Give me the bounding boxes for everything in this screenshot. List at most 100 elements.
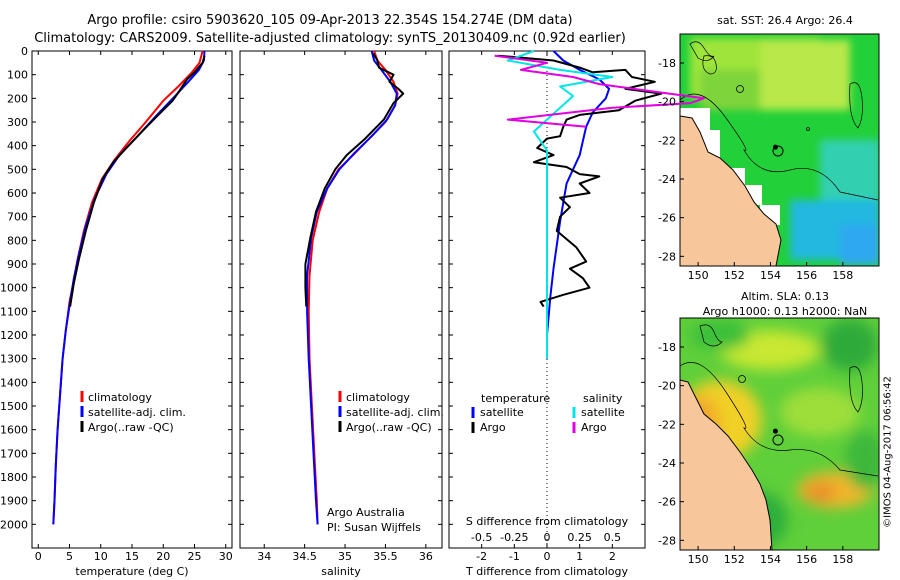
temperature-satellite-line (546, 50, 611, 359)
depth-tick-label: 1700 (0, 447, 28, 460)
difference-xtick-label: -1 (509, 550, 520, 563)
sst-map-xtick-label: 158 (832, 269, 853, 282)
sla-map-argo-marker (772, 428, 778, 434)
temperature-xtick-label: 0 (35, 550, 42, 563)
depth-tick-label: 1900 (0, 495, 28, 508)
depth-tick-label: 200 (7, 92, 28, 105)
depth-tick-label: 1100 (0, 305, 28, 318)
salinity-argo-line (494, 54, 705, 128)
depth-tick-label: 500 (7, 163, 28, 176)
sla-map-title-line2: Argo h1000: 0.13 h2000: NaN (702, 305, 868, 318)
sst-map-ytick-label: -20 (658, 96, 676, 109)
salinity-legend-label: satellite-adj. clim. (346, 406, 444, 419)
salinity-xtick-label: 36 (419, 550, 433, 563)
figure-title-line2: Climatology: CARS2009. Satellite-adjuste… (34, 31, 626, 46)
salinity-diff-tick-label: 0.5 (604, 531, 622, 544)
salinity-xtick-label: 34.5 (292, 550, 317, 563)
temperature-satellite-adj-clim-line (52, 50, 206, 525)
sst-map-ytick-label: -22 (658, 134, 676, 147)
sst-map-ytick-label: -24 (658, 173, 676, 186)
depth-tick-label: 1800 (0, 471, 28, 484)
depth-tick-label: 400 (7, 140, 28, 153)
difference-xtick-label: -2 (476, 550, 487, 563)
sla-map-field (680, 318, 879, 550)
depth-tick-label: 300 (7, 116, 28, 129)
temperature-legend-header: temperature (481, 392, 550, 405)
sla-map-xtick-label: 156 (796, 553, 817, 566)
temperature-xtick-label: 25 (188, 550, 202, 563)
sst-map-xtick-label: 156 (796, 269, 817, 282)
temperature-legend-label: satellite-adj. clim. (88, 406, 186, 419)
sla-map-xtick-label: 152 (724, 553, 745, 566)
depth-tick-label: 1200 (0, 329, 28, 342)
salinity-legend-label: Argo(..raw -QC) (346, 421, 432, 434)
temperature-frame (31, 50, 233, 549)
sla-map-ytick-label: -26 (658, 496, 676, 509)
temperature-xtick-label: 10 (94, 550, 108, 563)
difference-xlabel: T difference from climatology (465, 565, 628, 578)
depth-tick-label: 1500 (0, 400, 28, 413)
depth-tick-label: 900 (7, 258, 28, 271)
figure-title-line1: Argo profile: csiro 5903620_105 09-Apr-2… (87, 13, 573, 28)
salinity-legend-label: climatology (346, 391, 410, 404)
depth-tick-label: 1400 (0, 376, 28, 389)
sst-map-xtick-label: 152 (724, 269, 745, 282)
salinity-xtick-label: 35.5 (373, 550, 398, 563)
salinity-xtick-label: 34 (257, 550, 271, 563)
temperature-argo-line (497, 54, 663, 308)
salinity-diff-tick-label: 0 (544, 531, 551, 544)
temperature-xlabel: temperature (deg C) (75, 565, 188, 578)
sla-map-xtick-label: 154 (760, 553, 781, 566)
annotation-line1: Argo Australia (327, 506, 405, 519)
sla-map-ytick-label: -22 (658, 418, 676, 431)
temperature-xtick-label: 20 (156, 550, 170, 563)
difference-xtick-label: 1 (576, 550, 583, 563)
sla-map-ytick-label: -24 (658, 457, 676, 470)
sst-map-title: sat. SST: 26.4 Argo: 26.4 (717, 14, 853, 27)
temperature-xtick-label: 30 (219, 550, 233, 563)
temperature-legend-label: satellite (480, 406, 524, 419)
depth-tick-label: 1000 (0, 282, 28, 295)
sst-map-xtick-label: 154 (760, 269, 781, 282)
sla-map-ytick-label: -18 (658, 341, 676, 354)
depth-tick-label: 1600 (0, 424, 28, 437)
depth-tick-label: 100 (7, 69, 28, 82)
salinity-diff-xlabel: S difference from climatology (466, 515, 629, 528)
salinity-frame (239, 50, 443, 549)
sst-map-ytick-label: -18 (658, 57, 676, 70)
sla-map-ytick-label: -20 (658, 380, 676, 393)
depth-tick-label: 0 (21, 45, 28, 58)
temperature-xtick-label: 15 (125, 550, 139, 563)
sla-map-ytick-label: -28 (658, 534, 676, 547)
salinity-legend-label: Argo (581, 421, 607, 434)
sst-map-field (680, 34, 879, 266)
salinity-argo-raw-qc-line (304, 52, 405, 307)
depth-tick-label: 2000 (0, 518, 28, 531)
temperature-legend-label: climatology (88, 391, 152, 404)
temperature-climatology-line (52, 50, 204, 525)
annotation-line2: PI: Susan Wijffels (327, 521, 421, 534)
temperature-xtick-label: 5 (66, 550, 73, 563)
salinity-satellite-line (506, 50, 614, 359)
temperature-argo-raw-qc-line (69, 55, 206, 307)
depth-tick-label: 800 (7, 234, 28, 247)
salinity-diff-tick-label: 0.25 (567, 531, 592, 544)
salinity-diff-tick-label: -0.25 (500, 531, 528, 544)
depth-tick-label: 1300 (0, 353, 28, 366)
sla-map-xtick-label: 158 (832, 553, 853, 566)
temperature-legend-label: Argo (480, 421, 506, 434)
difference-xtick-label: 2 (609, 550, 616, 563)
sla-map-xtick-label: 150 (688, 553, 709, 566)
sst-map-xtick-label: 150 (688, 269, 709, 282)
depth-tick-label: 600 (7, 187, 28, 200)
salinity-xtick-label: 35 (338, 550, 352, 563)
sst-map-argo-marker (772, 144, 778, 150)
sst-map-ytick-label: -28 (658, 250, 676, 263)
salinity-legend-header: salinity (583, 392, 623, 405)
temperature-legend-label: Argo(..raw -QC) (88, 421, 174, 434)
salinity-diff-tick-label: -0.5 (471, 531, 492, 544)
salinity-xlabel: salinity (321, 565, 361, 578)
sst-map-ytick-label: -26 (658, 212, 676, 225)
depth-tick-label: 700 (7, 211, 28, 224)
